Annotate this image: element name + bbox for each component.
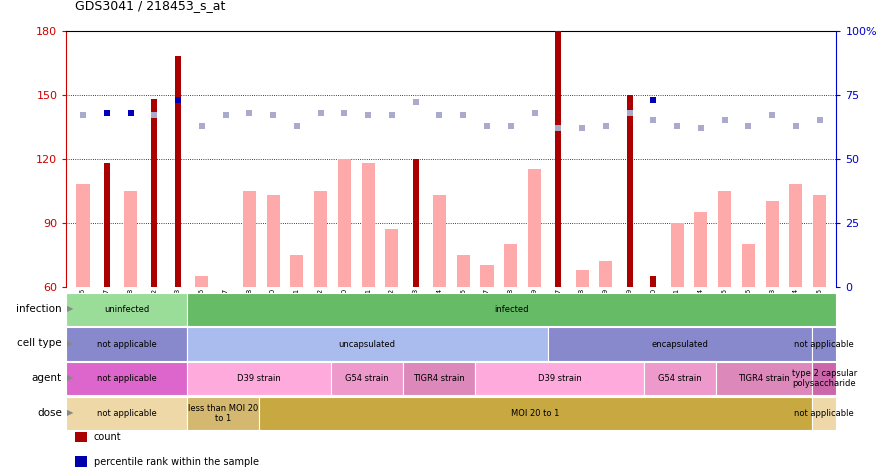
Bar [124, 191, 137, 287]
Bar [742, 244, 755, 287]
Text: ▶: ▶ [67, 408, 73, 417]
Text: infected: infected [494, 305, 528, 314]
Bar [290, 255, 304, 287]
Bar [556, 31, 561, 287]
Text: not applicable: not applicable [96, 409, 157, 418]
Text: GDS3041 / 218453_s_at: GDS3041 / 218453_s_at [75, 0, 226, 12]
Text: not applicable: not applicable [96, 339, 157, 348]
Text: uninfected: uninfected [104, 305, 150, 314]
Bar [481, 265, 494, 287]
Text: not applicable: not applicable [96, 374, 157, 383]
Bar [412, 159, 419, 287]
Text: G54 strain: G54 strain [345, 374, 389, 383]
Bar [789, 184, 803, 287]
Bar [76, 184, 89, 287]
Text: encapsulated: encapsulated [651, 339, 708, 348]
Bar [599, 261, 612, 287]
Bar [338, 159, 351, 287]
Text: agent: agent [32, 373, 62, 383]
Text: count: count [94, 432, 121, 442]
Text: TIGR4 strain: TIGR4 strain [413, 374, 466, 383]
Bar [813, 195, 827, 287]
Bar [314, 191, 327, 287]
Text: less than MOI 20
to 1: less than MOI 20 to 1 [188, 403, 258, 423]
Text: MOI 20 to 1: MOI 20 to 1 [512, 409, 559, 418]
Bar [695, 212, 707, 287]
Text: cell type: cell type [18, 338, 62, 348]
Bar [175, 56, 181, 287]
Bar [362, 163, 374, 287]
Bar [104, 163, 110, 287]
Bar [385, 229, 398, 287]
Bar [266, 195, 280, 287]
Bar [151, 99, 158, 287]
Text: type 2 capsular
polysaccharide: type 2 capsular polysaccharide [792, 369, 857, 388]
Text: ▶: ▶ [67, 374, 73, 383]
Bar [575, 270, 589, 287]
Text: infection: infection [16, 304, 62, 314]
Text: uncapsulated: uncapsulated [339, 339, 396, 348]
Bar [196, 276, 208, 287]
Bar [766, 201, 779, 287]
Bar [457, 255, 470, 287]
Text: not applicable: not applicable [795, 339, 854, 348]
Text: TIGR4 strain: TIGR4 strain [738, 374, 790, 383]
Text: D39 strain: D39 strain [538, 374, 581, 383]
Bar [671, 223, 683, 287]
Bar [504, 244, 518, 287]
Bar [528, 170, 541, 287]
Text: not applicable: not applicable [795, 409, 854, 418]
Bar [433, 195, 446, 287]
Text: dose: dose [37, 408, 62, 418]
Bar [242, 191, 256, 287]
Bar [627, 95, 633, 287]
Bar [650, 276, 657, 287]
Text: D39 strain: D39 strain [237, 374, 281, 383]
Text: ▶: ▶ [67, 339, 73, 348]
Text: ▶: ▶ [67, 304, 73, 313]
Text: percentile rank within the sample: percentile rank within the sample [94, 456, 258, 467]
Text: G54 strain: G54 strain [658, 374, 702, 383]
Bar [718, 191, 731, 287]
